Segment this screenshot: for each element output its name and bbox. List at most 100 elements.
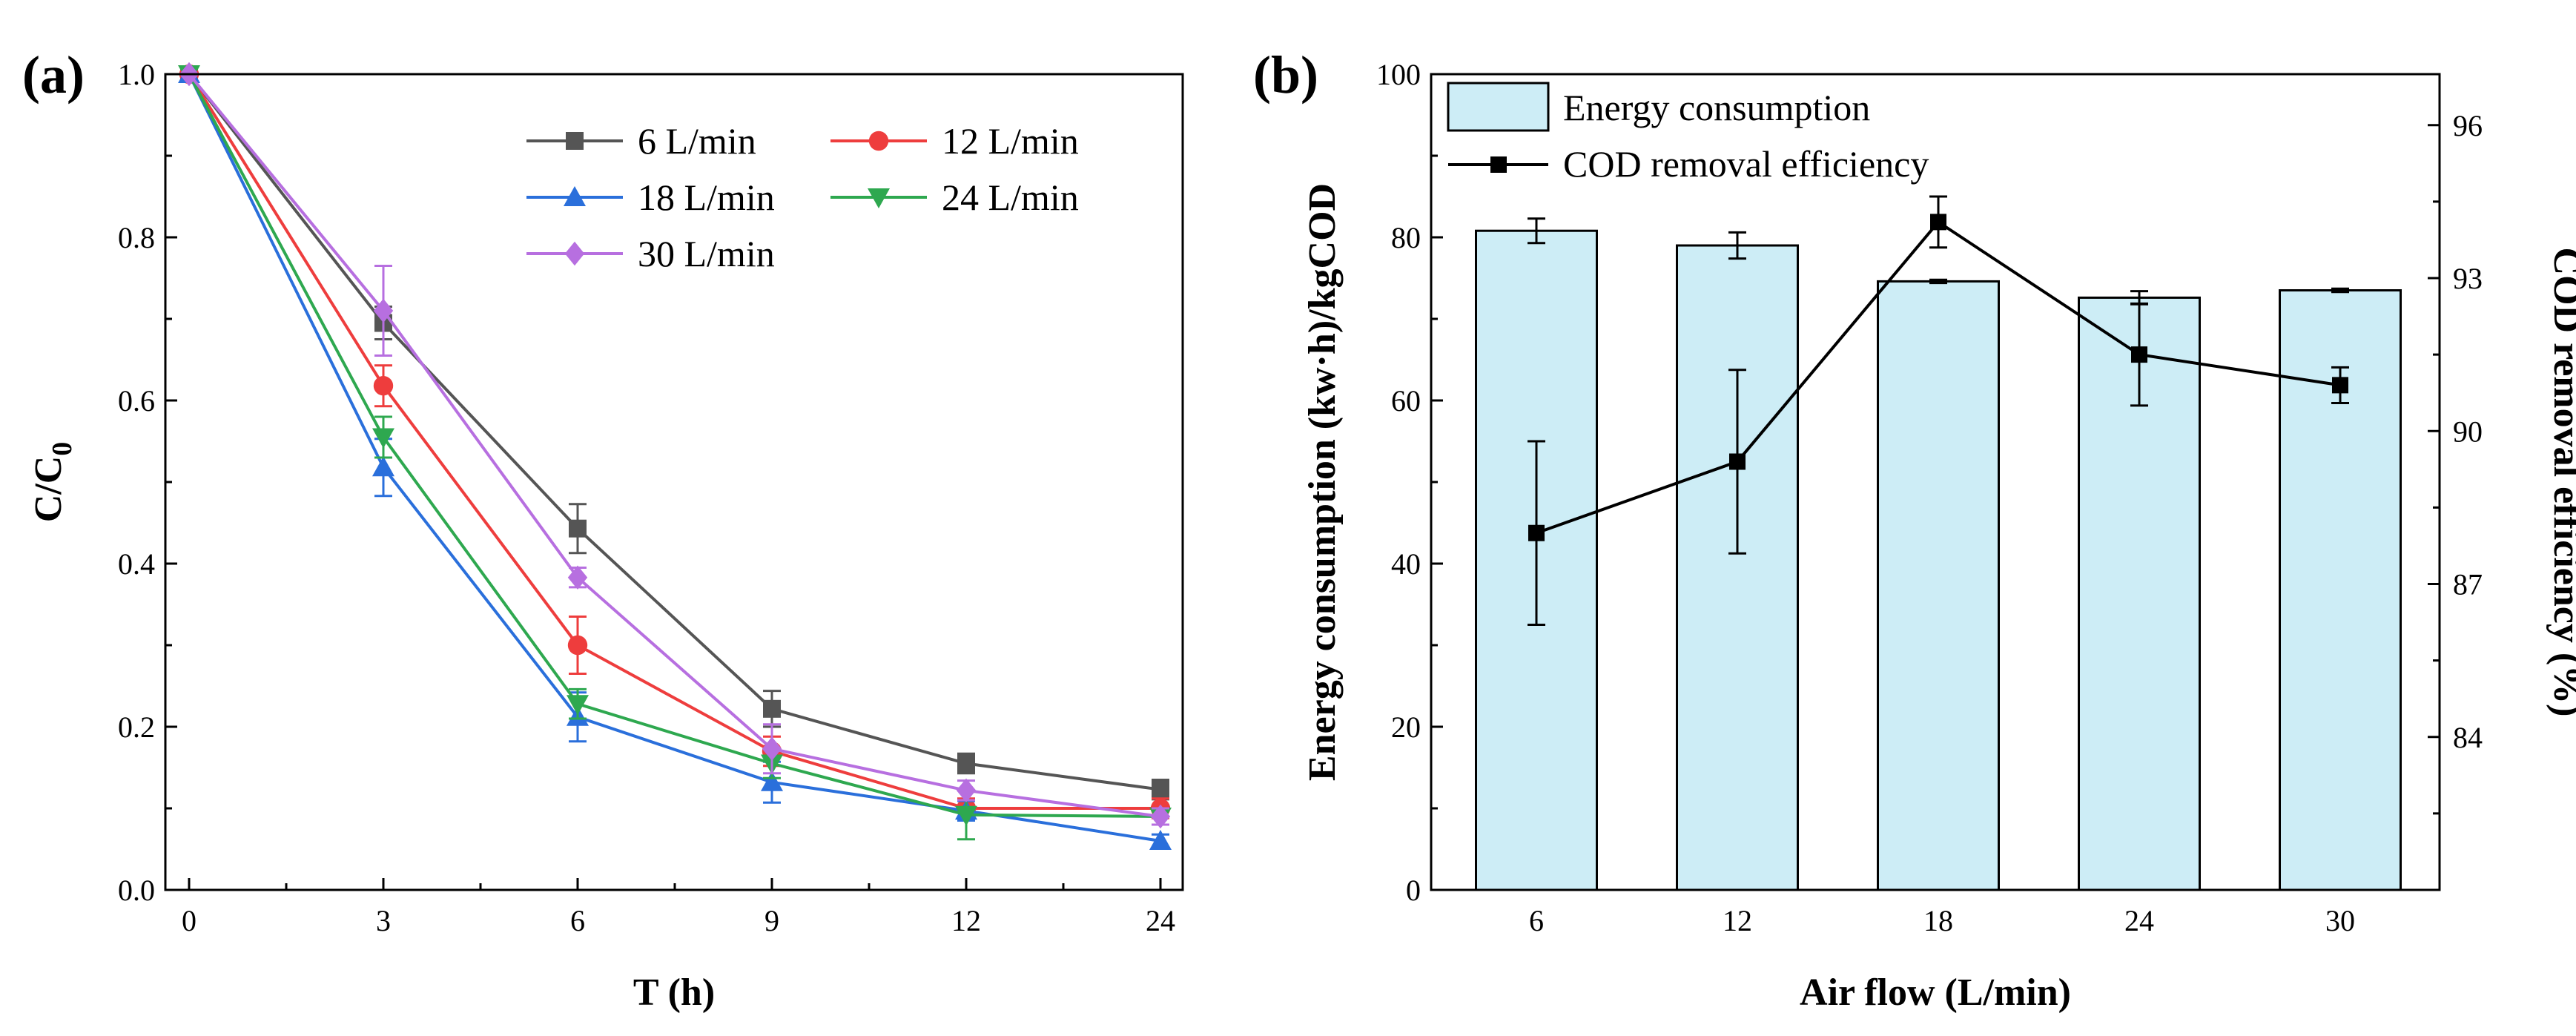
legend-item: 6 L/min — [526, 120, 756, 162]
panel-a-x-axis-title: T (h) — [633, 971, 715, 1014]
panel-b-legend: Energy consumption COD removal efficiency — [1447, 82, 1929, 185]
panel-b-right-y-tick-label: 84 — [2453, 721, 2483, 754]
panel-b-plot-frame — [1430, 73, 2441, 891]
panel-a-y-tick-label: 0.6 — [118, 384, 155, 418]
data-point — [372, 456, 394, 477]
data-point — [372, 428, 394, 449]
series-line — [188, 73, 1161, 818]
panel-b-right-y-tick-label: 87 — [2453, 568, 2483, 601]
energy-bar-group — [1877, 278, 2000, 891]
cod-data-point — [1729, 453, 1746, 470]
data-point — [763, 699, 781, 718]
panel-b-x-axis-title: Air flow (L/min) — [1800, 971, 2071, 1014]
legend-label: 24 L/min — [942, 176, 1079, 218]
energy-bar — [1877, 280, 2000, 891]
energy-error-bar — [1929, 278, 1947, 285]
legend-label: 18 L/min — [638, 176, 775, 218]
legend-item: 30 L/min — [526, 233, 775, 274]
energy-error-bar — [2331, 287, 2349, 294]
panel-a-y-axis-title-main: C/C — [27, 456, 70, 523]
panel-a-x-tick-label: 9 — [764, 904, 779, 937]
legend-marker — [564, 241, 585, 266]
data-point — [1152, 780, 1169, 799]
panel-a-x-tick-label: 3 — [376, 904, 391, 937]
panel-b-bar-line-chart: (b) 0 20 40 60 80 100 84 87 90 93 96 6 12 18 24 30 Air … — [1253, 45, 2576, 1014]
legend-item-energy: Energy consumption — [1447, 82, 1870, 132]
panel-b-right-y-tick-label: 96 — [2453, 109, 2483, 142]
legend-item: 24 L/min — [830, 176, 1079, 218]
panel-a-y-axis-title-subscript: 0 — [47, 442, 78, 456]
series-line — [188, 73, 1160, 810]
data-point — [957, 754, 975, 773]
panel-b-left-y-tick-label: 20 — [1391, 710, 1421, 744]
data-point — [569, 519, 587, 538]
energy-error-bar — [1728, 231, 1746, 260]
panel-a-y-tick-label: 0.2 — [118, 710, 155, 744]
panel-b-bars-layer — [1475, 217, 2402, 891]
legend-item-cod: COD removal efficiency — [1448, 143, 1929, 185]
panel-b-left-y-tick-label: 60 — [1391, 384, 1421, 418]
legend-label: 12 L/min — [942, 120, 1079, 162]
data-point — [956, 778, 977, 802]
cod-data-point — [1528, 524, 1545, 541]
energy-bar-group — [1676, 231, 1799, 891]
panel-a-legend: 6 L/min 12 L/min 18 L/min 24 L/min 30 L/min — [526, 120, 1079, 274]
panel-b-x-tick-label: 6 — [1529, 904, 1544, 937]
panel-a-line-chart: (a) 0.0 0.2 0.4 0.6 0.8 1.0 0 3 6 9 12 24 T (h) C/C… — [22, 45, 1184, 1014]
panel-b-right-y-tick-label: 90 — [2453, 415, 2483, 448]
panel-b-left-y-tick-label: 100 — [1376, 58, 1421, 91]
panel-b-label: (b) — [1253, 45, 1318, 105]
cod-data-point — [1930, 214, 1946, 231]
energy-error-bar — [1528, 217, 1545, 245]
panel-b-x-tick-label: 12 — [1723, 904, 1752, 937]
data-point — [373, 376, 394, 396]
legend-marker — [564, 186, 586, 206]
data-point — [1149, 830, 1172, 850]
legend-marker — [868, 131, 889, 151]
panel-b-x-tick-label: 24 — [2124, 904, 2154, 937]
series-line — [188, 73, 1161, 791]
panel-a-x-tick-label: 24 — [1146, 904, 1175, 937]
panel-a-label: (a) — [22, 45, 85, 105]
legend-marker — [868, 188, 890, 208]
panel-b-left-y-tick-label: 40 — [1391, 547, 1421, 581]
data-point — [567, 695, 589, 716]
data-point — [567, 635, 588, 656]
panel-a-y-tick-label: 0.0 — [118, 874, 155, 907]
panel-b-line-layer — [1528, 195, 2349, 626]
panel-a-x-tick-label: 12 — [951, 904, 981, 937]
panel-b-left-y-tick-label: 0 — [1406, 874, 1421, 907]
panel-a-y-tick-label: 0.8 — [118, 221, 155, 254]
legend-item: 12 L/min — [830, 120, 1079, 162]
legend-swatch-energy — [1447, 82, 1550, 132]
series-6-l-min — [180, 65, 1169, 801]
cod-data-point — [2131, 346, 2147, 363]
panel-a-y-tick-label: 1.0 — [118, 58, 155, 91]
panel-a-series-layer — [178, 62, 1172, 850]
legend-label-energy: Energy consumption — [1563, 87, 1870, 128]
energy-bar — [1676, 244, 1799, 891]
panel-b-x-tick-label: 18 — [1923, 904, 1953, 937]
panel-b-right-y-tick-label: 93 — [2453, 262, 2483, 295]
panel-b-x-tick-label: 30 — [2325, 904, 2355, 937]
legend-marker-cod — [1490, 156, 1507, 173]
data-point — [373, 298, 394, 323]
panel-a-y-tick-label: 0.4 — [118, 547, 155, 581]
data-point — [761, 771, 783, 791]
panel-a-x-tick-label: 0 — [182, 904, 196, 937]
series-30-l-min — [179, 62, 1171, 829]
legend-item: 18 L/min — [526, 176, 775, 218]
panel-b-left-y-tick-label: 80 — [1391, 221, 1421, 254]
data-point — [955, 805, 977, 826]
series-line — [188, 73, 1161, 818]
panel-a-plot-frame — [164, 73, 1184, 891]
legend-label: 6 L/min — [638, 120, 756, 162]
data-point — [1150, 804, 1171, 829]
data-point — [567, 565, 588, 590]
legend-label: 30 L/min — [638, 233, 775, 274]
panel-b-right-y-axis-title: COD removal efficiency (%) — [2546, 248, 2576, 717]
cod-data-point — [2332, 377, 2348, 394]
legend-marker — [566, 132, 584, 150]
legend-label-cod: COD removal efficiency — [1563, 143, 1929, 185]
